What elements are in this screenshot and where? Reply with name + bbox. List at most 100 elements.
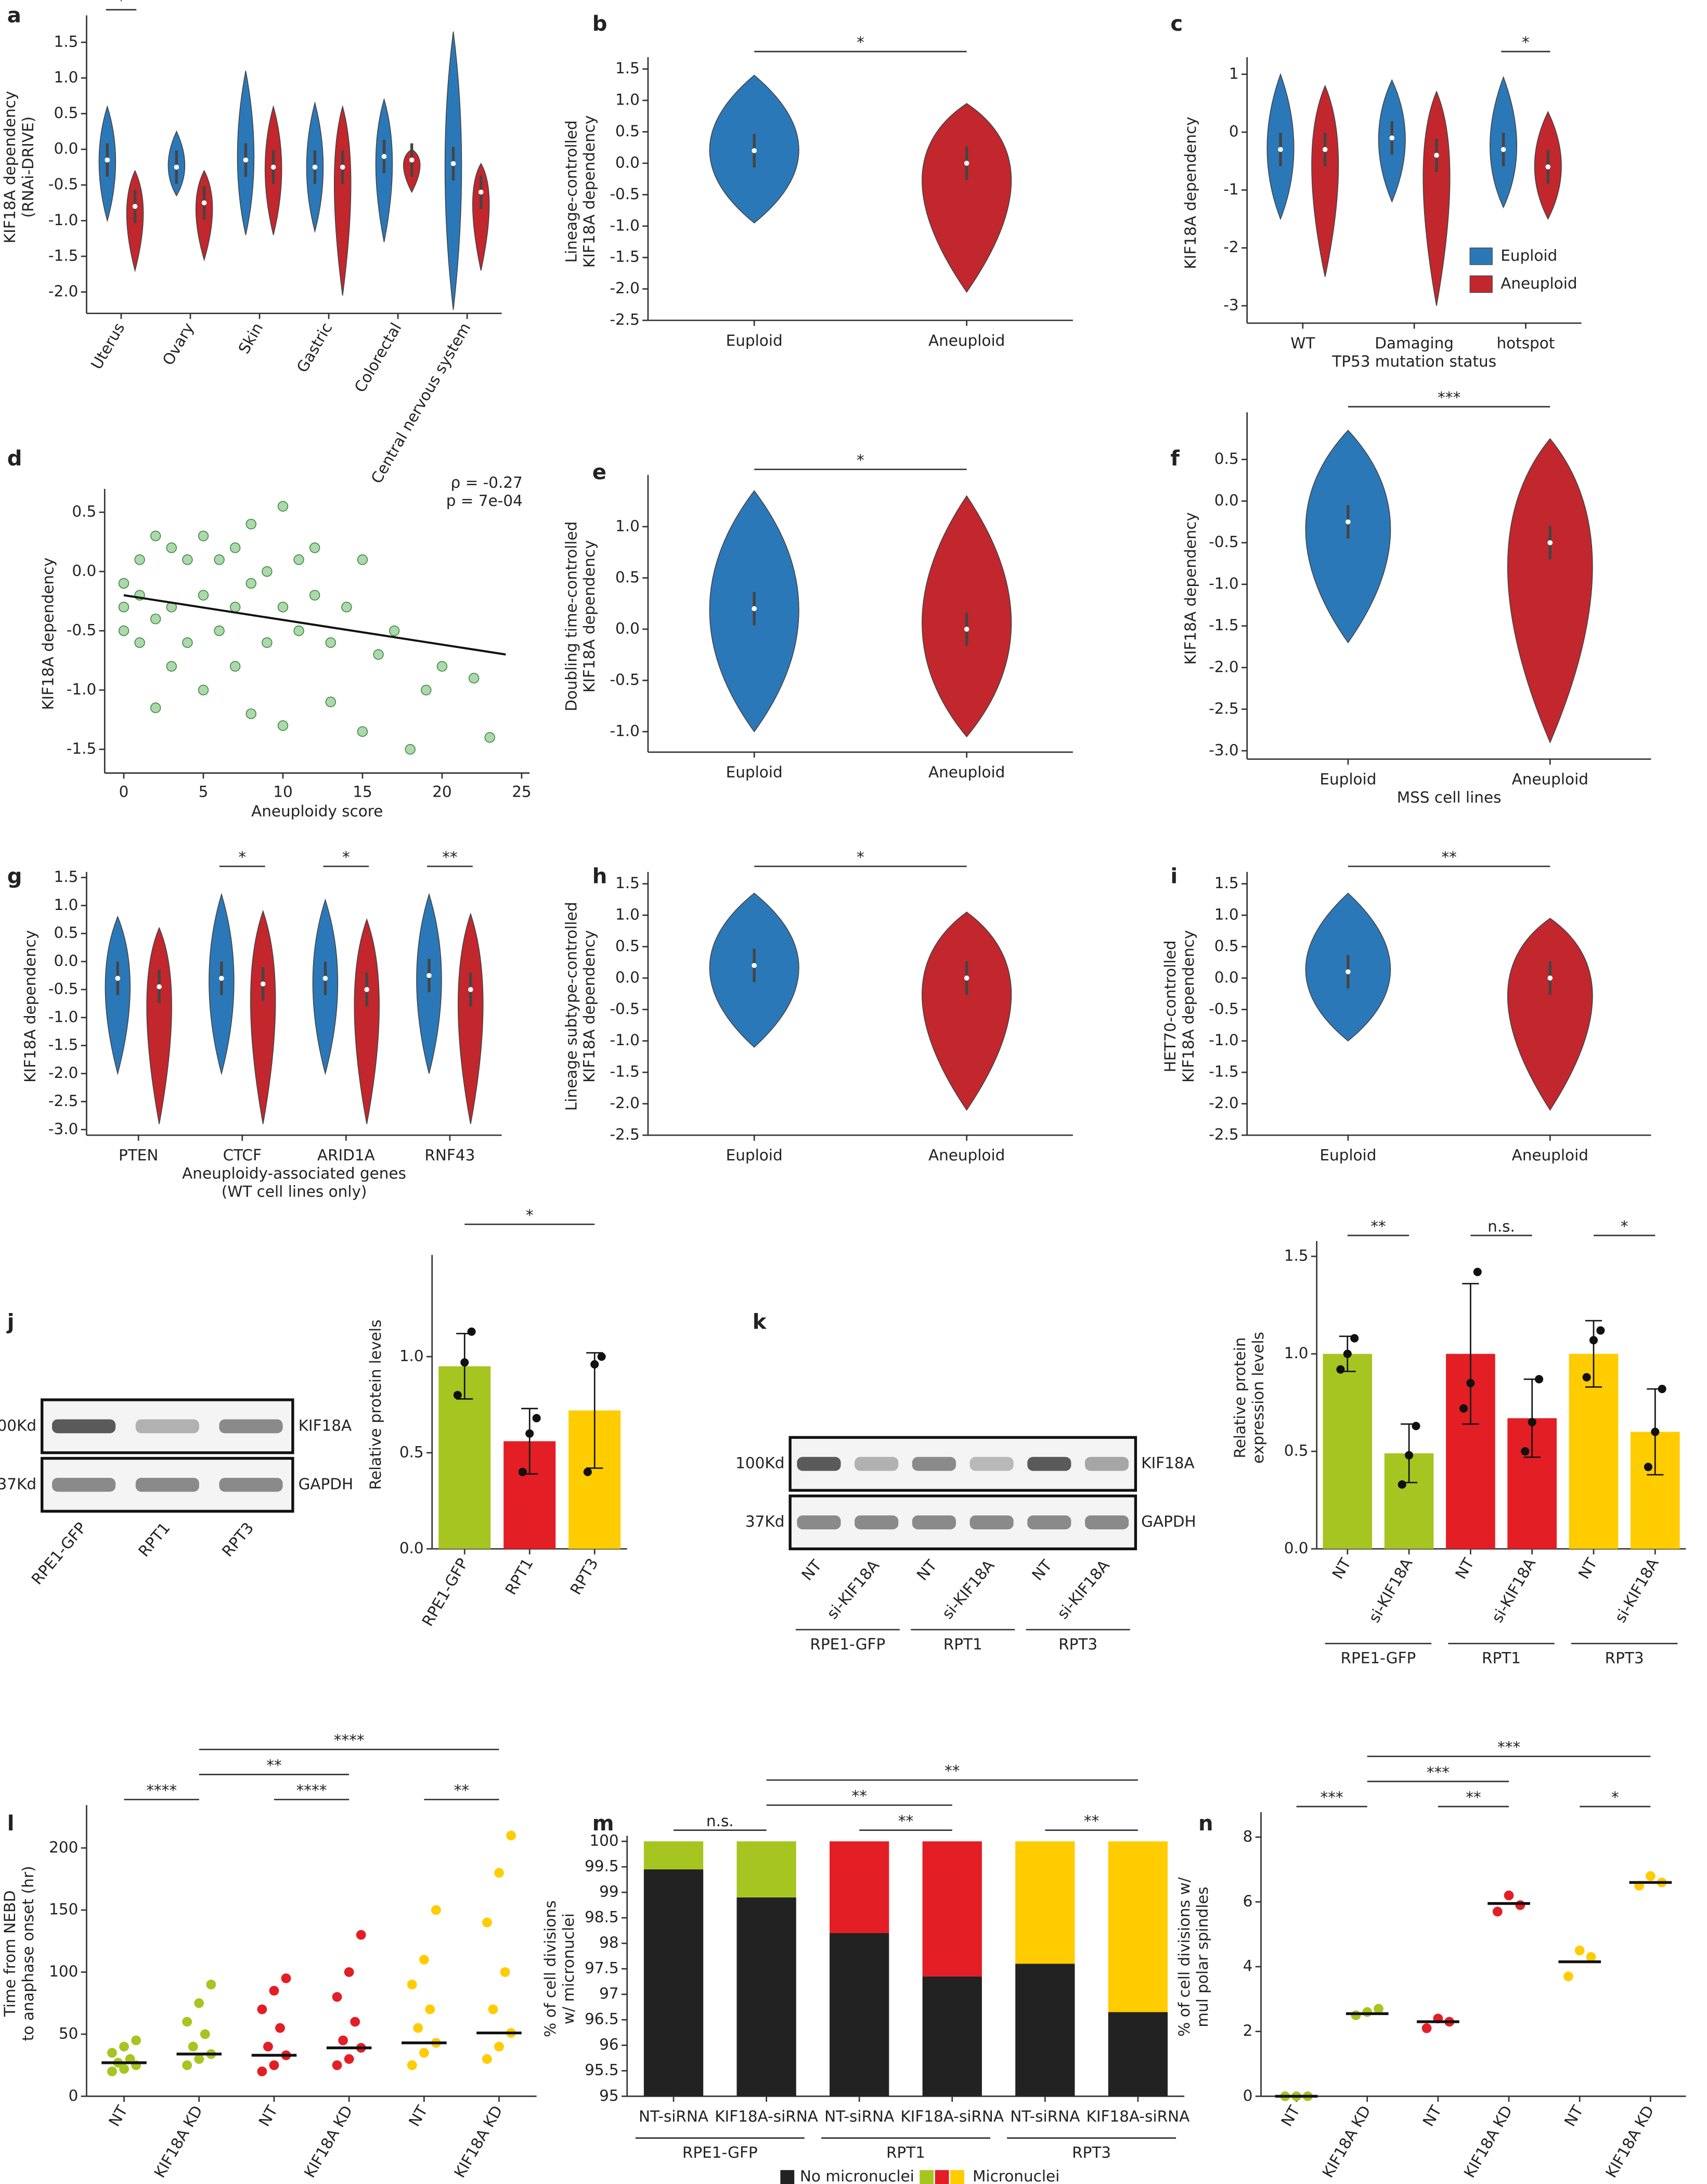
x-axis-title: Aneuploidy score <box>251 802 383 820</box>
blot-marker: 100Kd <box>735 1454 784 1472</box>
panel-letter: g <box>7 865 22 889</box>
y-tick-label: -1.5 <box>610 1063 639 1081</box>
y-tick-label: 1.0 <box>615 91 640 109</box>
point <box>150 530 161 541</box>
median-dot <box>1434 152 1439 158</box>
panel-letter: f <box>1170 447 1180 471</box>
y-tick-label: -2 <box>1223 238 1238 256</box>
point <box>263 2042 273 2052</box>
y-tick-label: 0.5 <box>615 937 640 955</box>
y-tick-label: -1.5 <box>67 740 96 758</box>
lane-label: si-KIF18A <box>1054 1556 1113 1622</box>
median-dot <box>1322 147 1328 152</box>
point <box>1651 1427 1660 1436</box>
y-axis-title: Doubling time-controlled <box>562 522 580 711</box>
y-tick-label: 1.0 <box>1214 906 1239 924</box>
point <box>597 1352 606 1361</box>
x-tick-label: WT <box>1290 334 1315 352</box>
point <box>119 2042 129 2052</box>
median-dot <box>174 164 179 170</box>
violin <box>1422 90 1451 306</box>
panel-letter: c <box>1170 12 1183 36</box>
x-tick-label: NT-siRNA <box>1010 2108 1080 2125</box>
median-dot <box>340 164 345 170</box>
y-tick-label: -1.0 <box>610 1031 639 1049</box>
y-tick-label: -2.5 <box>48 1092 78 1110</box>
y-tick-label: 99 <box>599 1883 618 1901</box>
point <box>1582 1373 1591 1382</box>
point <box>257 2066 267 2076</box>
median-dot <box>312 164 318 170</box>
x-axis-title: (WT cell lines only) <box>222 1182 367 1200</box>
point <box>194 1998 204 2008</box>
blot-band <box>52 1419 116 1434</box>
point <box>373 649 384 660</box>
y-tick-label: -2.0 <box>610 1094 639 1112</box>
median-dot <box>1389 135 1395 141</box>
y-tick-label: 1.5 <box>54 868 79 886</box>
significance-label: * <box>526 1206 534 1224</box>
x-tick-label: si-KIF18A <box>1611 1555 1662 1626</box>
point <box>269 1985 279 1996</box>
median-dot <box>752 963 757 968</box>
point <box>590 1360 599 1369</box>
point <box>1528 1418 1536 1426</box>
point <box>488 2004 498 2014</box>
y-tick-label: 200 <box>49 1838 78 1856</box>
x-tick-label: NT-siRNA <box>824 2108 894 2125</box>
legend-swatch <box>920 2170 934 2184</box>
y-tick-label: -1.5 <box>48 1036 78 1054</box>
x-tick-label: NT <box>255 2102 281 2130</box>
violin <box>458 912 484 1124</box>
x-tick-label: Euploid <box>1320 1147 1376 1164</box>
x-tick-label: Aneuploid <box>928 1147 1005 1164</box>
point <box>118 578 130 589</box>
x-tick-label: NT-siRNA <box>639 2108 708 2125</box>
blot-band <box>797 1515 841 1530</box>
annotation: p = 7e-04 <box>446 492 523 510</box>
violin <box>105 915 131 1075</box>
y-tick-label: 50 <box>59 2024 78 2042</box>
x-tick-label: KIF18A-siRNA <box>900 2108 1004 2125</box>
significance-label: * <box>118 0 125 9</box>
significance-label: ** <box>1441 849 1456 866</box>
point <box>200 2029 210 2039</box>
point <box>1563 1971 1573 1982</box>
violin <box>250 909 276 1124</box>
x-tick-label: CTCF <box>223 1147 262 1164</box>
y-tick-label: 1.5 <box>1284 1247 1309 1265</box>
violin <box>472 162 490 271</box>
significance-label: *** <box>1321 1789 1343 1806</box>
group-label: RPE1-GFP <box>810 1635 885 1653</box>
y-tick-label: -3 <box>1223 296 1238 314</box>
y-tick-label: 1 <box>1229 64 1239 82</box>
point <box>332 1992 342 2002</box>
x-tick-label: Euploid <box>726 763 783 781</box>
median-dot <box>450 161 456 166</box>
point <box>482 2054 492 2064</box>
y-tick-label: -0.5 <box>1209 1000 1238 1018</box>
blot-frame <box>788 1436 1137 1492</box>
point <box>453 1390 462 1399</box>
median-dot <box>1346 519 1351 525</box>
x-tick-label: 25 <box>512 783 531 801</box>
point <box>1535 1375 1544 1384</box>
point <box>1492 1906 1503 1917</box>
group-label: RPT3 <box>1072 2144 1111 2162</box>
point <box>1658 1385 1666 1394</box>
median-dot <box>1547 540 1553 545</box>
y-tick-label: 95.5 <box>585 2061 619 2079</box>
point <box>1362 2007 1373 2017</box>
legend-label: Micronuclei <box>973 2167 1059 2184</box>
point <box>583 1467 592 1476</box>
y-tick-label: 0.5 <box>72 503 96 521</box>
point <box>482 1917 492 1928</box>
y-tick-label: 0.0 <box>1214 491 1239 509</box>
point <box>413 2023 423 2033</box>
y-tick-label: -2.0 <box>48 282 78 300</box>
blot-band <box>1027 1515 1071 1530</box>
y-tick-label: -2.5 <box>610 1126 639 1143</box>
x-tick-label: KIF18A KD <box>151 2102 206 2180</box>
violin <box>1311 84 1339 277</box>
